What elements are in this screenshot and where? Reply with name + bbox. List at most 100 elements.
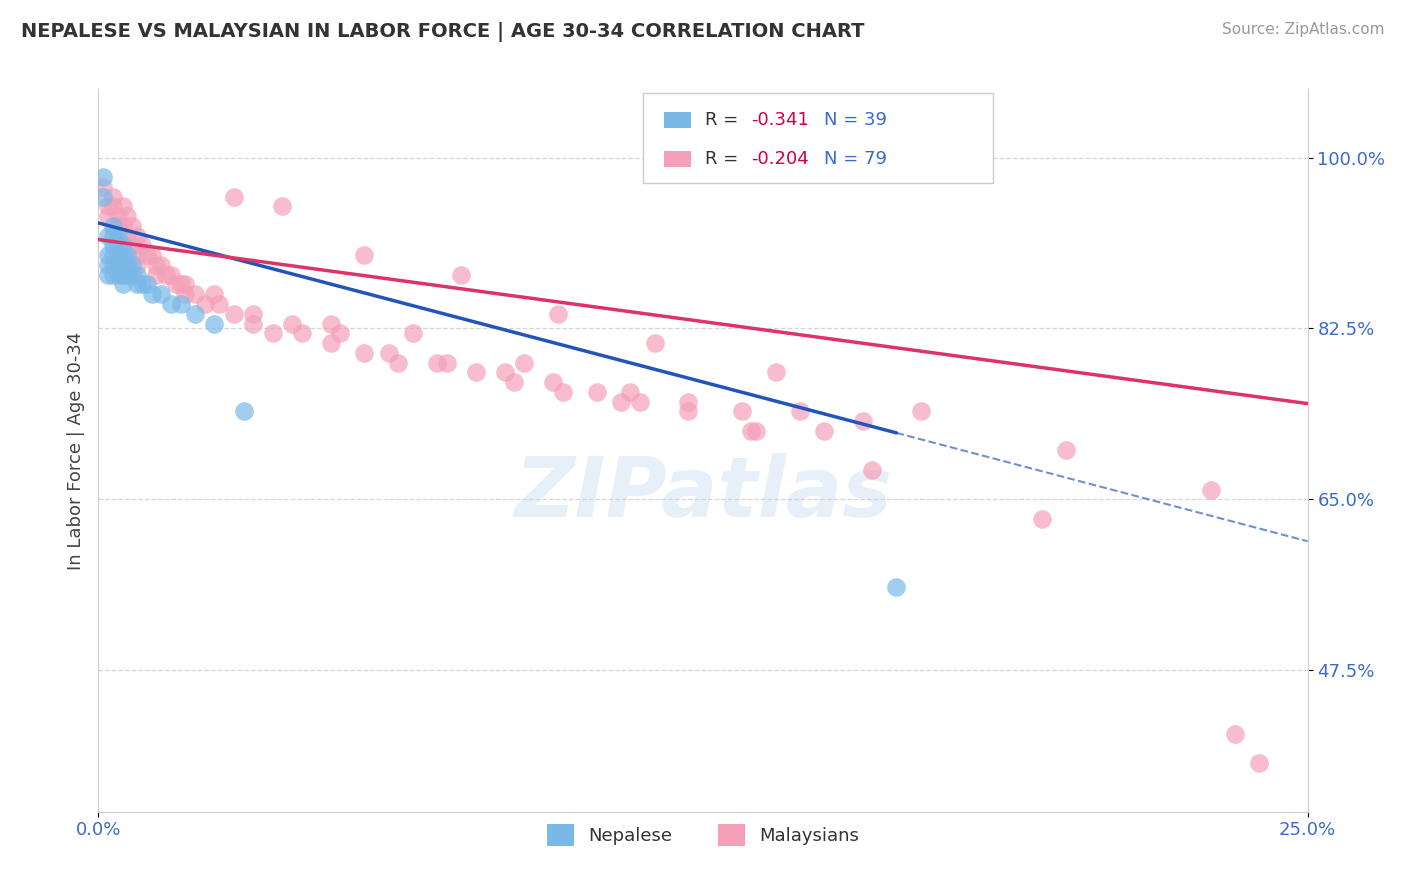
Point: [97, 209, 120, 223]
Point: [135, 248, 157, 262]
Point: [271, 199, 294, 213]
Point: [131, 277, 153, 292]
Point: [150, 287, 173, 301]
Point: [127, 277, 149, 292]
Point: [402, 326, 425, 341]
Point: [97, 258, 120, 272]
Point: [1031, 512, 1053, 526]
Point: [91, 179, 114, 194]
Point: [860, 463, 883, 477]
Legend: Nepalese, Malaysians: Nepalese, Malaysians: [540, 817, 866, 854]
Point: [204, 287, 226, 301]
Point: [135, 277, 157, 292]
Point: [107, 238, 129, 252]
Point: [329, 326, 352, 341]
Point: [101, 268, 124, 282]
Point: [813, 424, 835, 438]
Point: [319, 336, 342, 351]
Point: [1223, 726, 1246, 740]
Point: [111, 268, 134, 282]
Point: [91, 189, 114, 203]
Point: [121, 258, 143, 272]
Text: N = 79: N = 79: [824, 150, 887, 168]
Point: [121, 268, 143, 282]
Point: [731, 404, 754, 418]
Point: [464, 365, 486, 379]
Point: [353, 248, 375, 262]
Point: [242, 317, 264, 331]
Point: [745, 424, 768, 438]
Point: [97, 268, 120, 282]
Point: [111, 199, 134, 213]
Text: -0.341: -0.341: [751, 111, 810, 128]
Point: [101, 189, 124, 203]
Point: [765, 365, 787, 379]
Point: [585, 384, 607, 399]
Point: [1199, 483, 1222, 497]
Point: [117, 268, 139, 282]
Point: [97, 228, 120, 243]
Point: [160, 297, 183, 311]
Point: [619, 384, 641, 399]
Point: [281, 317, 304, 331]
Point: [169, 297, 191, 311]
Point: [450, 268, 472, 282]
Text: R =: R =: [706, 150, 744, 168]
Point: [101, 199, 124, 213]
Point: [262, 326, 284, 341]
Text: N = 39: N = 39: [824, 111, 887, 128]
Point: [121, 238, 143, 252]
Point: [111, 238, 134, 252]
Point: [111, 219, 134, 233]
FancyBboxPatch shape: [664, 112, 690, 128]
Point: [127, 228, 149, 243]
Point: [242, 307, 264, 321]
Point: [204, 317, 226, 331]
Point: [107, 268, 129, 282]
Point: [111, 248, 134, 262]
Point: [174, 277, 197, 292]
Point: [169, 277, 191, 292]
Point: [910, 404, 932, 418]
Point: [513, 355, 536, 369]
Point: [208, 297, 231, 311]
Point: [127, 268, 149, 282]
Point: [184, 287, 207, 301]
Point: [97, 248, 120, 262]
Point: [101, 248, 124, 262]
Point: [644, 336, 666, 351]
Point: [111, 277, 134, 292]
Point: [387, 355, 409, 369]
Point: [101, 238, 124, 252]
Point: [1249, 756, 1271, 770]
Point: [97, 199, 120, 213]
Text: R =: R =: [706, 111, 744, 128]
Point: [886, 580, 908, 594]
Point: [107, 219, 129, 233]
Point: [503, 375, 526, 389]
Point: [184, 307, 207, 321]
Point: [145, 258, 167, 272]
Point: [107, 228, 129, 243]
Point: [628, 394, 651, 409]
Point: [789, 404, 811, 418]
Point: [127, 258, 149, 272]
Point: [121, 219, 143, 233]
Point: [610, 394, 633, 409]
Y-axis label: In Labor Force | Age 30-34: In Labor Force | Age 30-34: [66, 331, 84, 570]
Point: [101, 219, 124, 233]
Point: [232, 404, 254, 418]
Point: [111, 258, 134, 272]
Point: [290, 326, 312, 341]
Point: [319, 317, 342, 331]
Point: [165, 277, 187, 292]
Point: [678, 394, 700, 409]
Point: [541, 375, 564, 389]
Point: [107, 209, 129, 223]
Point: [101, 228, 124, 243]
Point: [426, 355, 449, 369]
Point: [852, 414, 875, 428]
Point: [150, 258, 173, 272]
Point: [107, 258, 129, 272]
Text: -0.204: -0.204: [751, 150, 808, 168]
